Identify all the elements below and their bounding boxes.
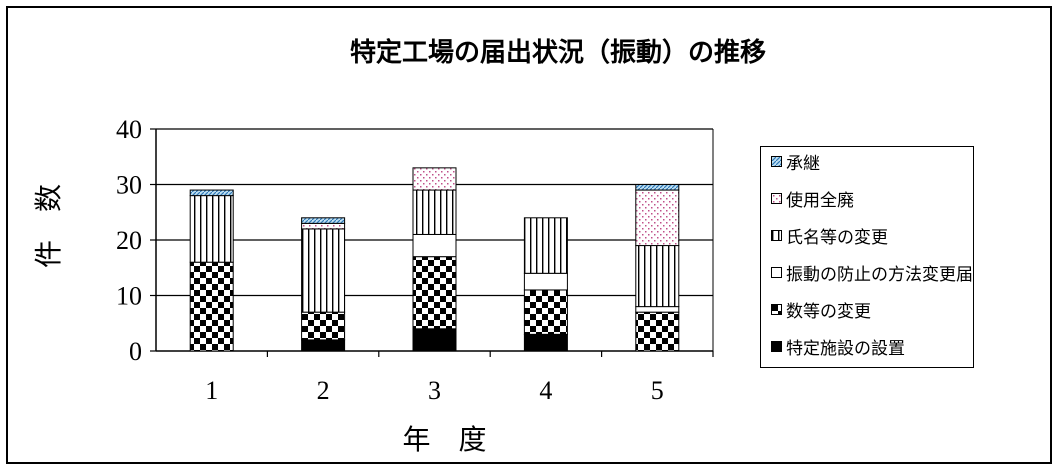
legend-label: 氏名等の変更 [786, 227, 888, 248]
legend-item: 使用全廃 [771, 186, 854, 211]
stacked-bar-chart: 0 10 20 30 40 1 2 3 4 5 年 度 件 数 [33, 115, 714, 456]
bar-segment [301, 217, 346, 224]
legend-swatch [771, 303, 782, 315]
bar-segment [301, 339, 346, 352]
bar-segment [635, 189, 680, 247]
legend-swatch [771, 340, 782, 352]
bar-segment [635, 306, 680, 313]
legend-label: 特定施設の設置 [786, 338, 905, 359]
legend-item: 承継 [771, 149, 820, 174]
y-tick-label: 40 [116, 115, 142, 144]
y-tick-label: 10 [116, 282, 142, 311]
bar-segment [635, 311, 680, 352]
legend-swatch [771, 229, 782, 241]
legend-item: 振動の防止の方法変更届 [771, 260, 973, 285]
chart-title: 特定工場の届出状況（振動）の推移 [349, 38, 766, 68]
y-axis-title: 件 数 [33, 184, 65, 268]
legend-swatch [771, 192, 782, 204]
bar-segment [412, 167, 457, 191]
bar-segment [523, 272, 568, 291]
legend-label: 使用全廃 [786, 190, 854, 211]
legend-label: 承継 [786, 153, 820, 174]
x-tick-label: 2 [317, 376, 330, 405]
bar-segment [189, 261, 234, 352]
bar-segment [635, 184, 680, 191]
legend-item: 特定施設の設置 [771, 334, 905, 359]
bar-segment [523, 217, 568, 274]
legend: 承継使用全廃氏名等の変更振動の防止の方法変更届 数等の変更特定施設の設置 [760, 146, 974, 368]
bar-segment [301, 311, 346, 341]
legend-label: 振動の防止の方法変更届 [786, 264, 973, 285]
x-tick-label: 4 [539, 376, 552, 405]
x-axis-title: 年 度 [402, 424, 486, 456]
bar-segment [523, 289, 568, 335]
x-tick-label: 1 [205, 376, 218, 405]
bar-segment [412, 328, 457, 352]
bar-segment [301, 228, 346, 313]
x-tick-label: 5 [651, 376, 664, 405]
bar-segment [523, 333, 568, 352]
bar-segment [412, 256, 457, 330]
bar-segment [412, 233, 457, 258]
y-tick-label: 0 [129, 337, 142, 366]
y-tick-label: 30 [116, 171, 142, 200]
legend-label: 数等の変更 [786, 301, 871, 322]
bar-segment [189, 189, 234, 197]
bar-segment [412, 189, 457, 235]
legend-swatch [771, 155, 782, 167]
bar-segment [189, 195, 234, 263]
x-tick-label: 3 [428, 376, 441, 405]
y-tick-label: 20 [116, 226, 142, 255]
bar-segment [301, 222, 346, 230]
legend-swatch [771, 266, 782, 278]
legend-item: 数等の変更 [771, 297, 871, 322]
chart-frame: 特定工場の届出状況（振動）の推移 0 10 20 30 40 1 2 3 4 5 年 度 件 数 [6, 6, 1052, 464]
bar-segment [635, 245, 680, 308]
legend-item: 氏名等の変更 [771, 223, 888, 248]
